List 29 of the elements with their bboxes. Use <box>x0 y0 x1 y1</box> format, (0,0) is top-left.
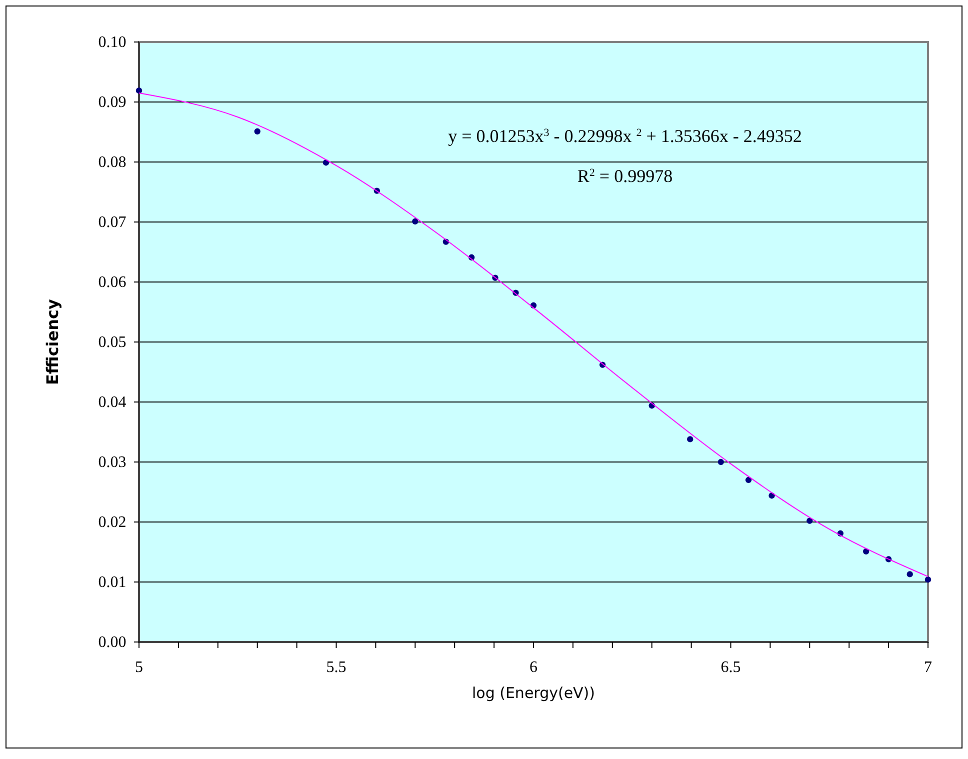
x-tick-label: 7 <box>924 658 932 676</box>
x-tick-label: 6.5 <box>720 658 741 676</box>
y-axis-title: Efficiency <box>43 298 62 385</box>
point <box>687 436 694 442</box>
point <box>136 88 142 94</box>
point <box>412 218 418 224</box>
y-tick-label: 0.03 <box>98 454 126 472</box>
x-axis-title: log (Energy(eV)) <box>472 684 596 702</box>
point <box>745 476 752 484</box>
point <box>718 458 724 466</box>
y-tick-label: 0.05 <box>98 334 126 352</box>
point <box>254 128 260 134</box>
point <box>906 571 913 578</box>
point <box>924 576 932 583</box>
x-tick-label: 5.5 <box>326 658 346 676</box>
annotation: R$^{2}$ = 0.99978 <box>577 166 673 186</box>
y-tick-label: 0.00 <box>98 634 126 652</box>
y-tick-label: 0.09 <box>98 94 126 112</box>
y-tick-label: 0.04 <box>98 394 126 412</box>
x-tick-label: 6 <box>530 658 538 676</box>
annotation: y = 0.01253x$^{3}$ - 0.22998x $^{2}$ + 1.35366x - 2.49352 <box>448 126 802 146</box>
y-tick-label: 0.02 <box>98 514 126 532</box>
point <box>806 518 813 524</box>
y-tick-label: 0.06 <box>98 274 126 292</box>
x-tick-label: 5 <box>135 658 143 676</box>
y-tick-label: 0.07 <box>98 214 126 232</box>
y-tick-label: 0.08 <box>98 154 126 172</box>
y-tick-label: 0.01 <box>98 574 126 592</box>
y-tick-label: 0.10 <box>98 34 126 52</box>
